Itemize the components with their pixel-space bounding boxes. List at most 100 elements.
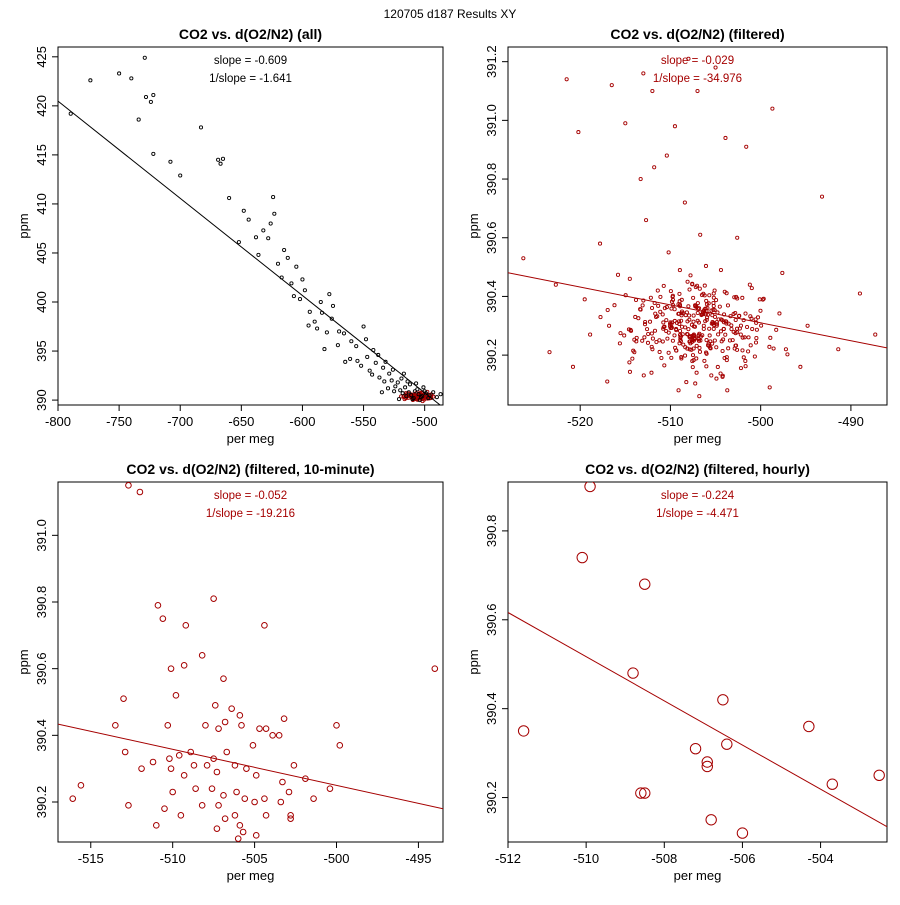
regression-line <box>58 100 441 405</box>
data-point <box>644 218 649 223</box>
data-point <box>161 805 168 812</box>
x-tick-label: -490 <box>838 414 864 429</box>
cluster-point <box>687 313 692 318</box>
data-point <box>262 812 270 819</box>
data-point <box>285 788 293 796</box>
cluster-point <box>695 318 700 323</box>
cluster-point <box>697 349 703 354</box>
cluster-point <box>785 352 790 357</box>
x-axis-label: per meg <box>227 431 275 446</box>
data-point <box>676 388 681 393</box>
data-point <box>154 602 162 609</box>
data-point <box>382 379 387 384</box>
data-point <box>234 835 242 842</box>
y-tick-label: 390.2 <box>34 786 49 819</box>
plot-area <box>58 55 443 405</box>
data-point <box>354 344 359 349</box>
cluster-point <box>662 306 667 311</box>
cluster-point <box>711 326 716 331</box>
cluster-point <box>696 333 701 338</box>
data-point <box>414 381 419 386</box>
x-tick-label: -510 <box>160 851 186 866</box>
x-tick-label: -700 <box>167 414 193 429</box>
data-point <box>553 282 558 287</box>
data-point <box>208 785 216 792</box>
cluster-point <box>666 350 671 355</box>
x-axis-label: per meg <box>674 431 722 446</box>
x-tick-label: -550 <box>351 414 377 429</box>
data-point <box>269 732 276 739</box>
cluster-point <box>681 311 686 316</box>
cluster-point <box>685 319 690 324</box>
data-point <box>873 332 878 337</box>
data-point <box>142 55 147 60</box>
cluster-point <box>745 324 750 330</box>
cluster-point <box>638 307 643 312</box>
cluster-point <box>748 343 753 348</box>
cluster-point <box>630 356 635 361</box>
data-point <box>547 350 552 355</box>
cluster-point <box>740 295 745 300</box>
data-point <box>280 715 288 722</box>
data-point <box>262 725 270 732</box>
data-point <box>381 365 386 370</box>
x-tick-label: -505 <box>242 851 268 866</box>
cluster-point <box>698 338 703 343</box>
panel-filtered: CO2 vs. d(O2/N2) (filtered) -520 -510 -500 -… <box>466 26 888 446</box>
cluster-point <box>761 296 766 301</box>
inverse-slope-annotation: 1/slope = -19.216 <box>206 508 295 520</box>
data-point <box>410 397 415 402</box>
y-tick-label: 391.0 <box>34 519 49 552</box>
data-point <box>685 279 690 284</box>
cluster-point <box>689 347 694 352</box>
cluster-point <box>684 380 689 385</box>
data-point <box>373 360 378 365</box>
data-point <box>239 828 247 836</box>
cluster-point <box>746 349 751 354</box>
data-point <box>661 326 666 331</box>
data-point <box>223 748 231 756</box>
slope-annotation: slope = -0.224 <box>661 490 735 502</box>
data-point <box>149 758 157 766</box>
data-point <box>151 93 156 98</box>
cluster-point <box>642 335 647 340</box>
x-axis-label: per meg <box>674 868 722 883</box>
cluster-point <box>623 293 628 298</box>
data-point <box>521 256 526 261</box>
cluster-point <box>729 327 734 332</box>
page-title: 120705 d187 Results XY <box>384 7 517 21</box>
cluster-point <box>702 358 707 363</box>
cluster-point <box>652 328 658 333</box>
cluster-point <box>719 317 724 322</box>
data-point <box>198 125 204 130</box>
panel-filtered-10-minute: CO2 vs. d(O2/N2) (filtered, 10-minute) -5… <box>16 461 444 883</box>
cluster-point <box>690 337 695 342</box>
data-point <box>407 382 413 387</box>
cluster-point <box>658 294 663 299</box>
cluster-point <box>677 299 682 304</box>
cluster-point <box>753 317 758 322</box>
data-point <box>426 396 431 401</box>
data-point <box>754 320 759 325</box>
data-point <box>431 390 436 395</box>
cluster-point <box>741 355 746 360</box>
data-point <box>349 339 354 344</box>
cluster-point <box>750 326 755 332</box>
cluster-point <box>726 346 731 351</box>
data-point <box>198 802 206 809</box>
data-point <box>393 384 398 389</box>
cluster-point <box>627 369 633 374</box>
data-point <box>324 330 329 335</box>
data-point <box>236 822 244 829</box>
data-point <box>330 303 336 308</box>
data-point <box>701 756 713 768</box>
cluster-point <box>710 341 715 346</box>
data-point <box>736 827 749 839</box>
data-point <box>597 241 603 246</box>
y-axis-label: ppm <box>16 649 31 674</box>
data-point <box>403 385 408 390</box>
data-point <box>434 395 439 400</box>
data-point <box>633 314 638 320</box>
cluster-point <box>733 317 738 323</box>
data-point <box>415 387 420 392</box>
